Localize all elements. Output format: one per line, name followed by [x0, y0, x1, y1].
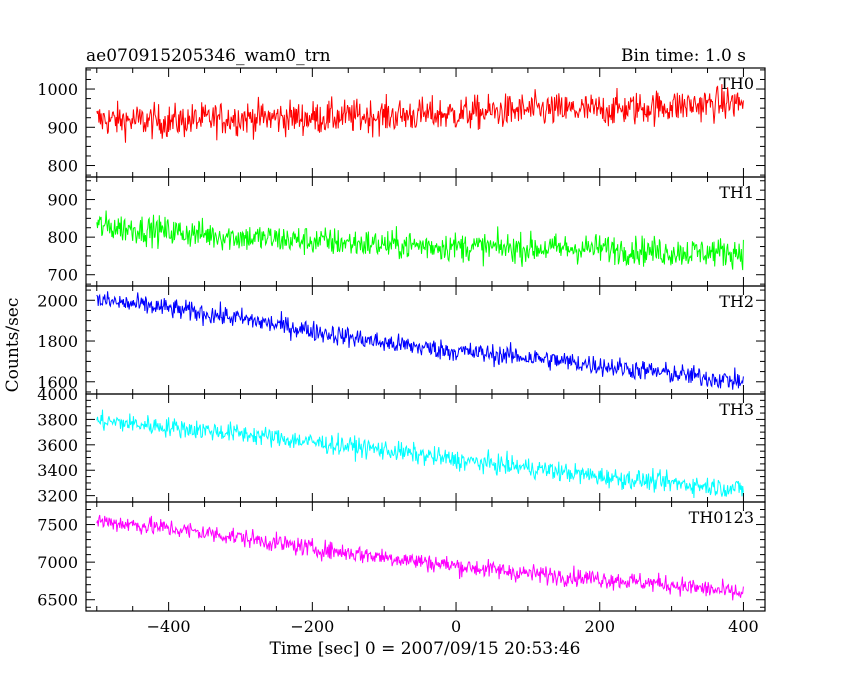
panel-frame	[85, 176, 766, 287]
x-tick-label: 400	[728, 617, 759, 636]
y-tick-label: 700	[47, 266, 78, 285]
x-tick-label: −200	[290, 617, 334, 636]
y-tick-label: 7000	[37, 553, 78, 572]
observation-id-title: ae070915205346_wam0_trn	[86, 46, 331, 66]
y-tick-label: 800	[47, 228, 78, 247]
panel-frame	[85, 501, 766, 612]
y-tick-label: 1000	[37, 80, 78, 99]
panel-th1: 700 800 900 TH1	[47, 176, 766, 287]
x-tick-label: 200	[584, 617, 615, 636]
y-axis-label: Counts/sec	[3, 298, 23, 393]
series-line-th0123	[96, 514, 744, 601]
series-label: TH3	[719, 400, 754, 419]
series-label: TH0123	[689, 508, 754, 527]
y-tick-label: 4000	[37, 385, 78, 404]
bin-time-label: Bin time: 1.0 s	[621, 46, 746, 66]
x-axis-label: Time [sec] 0 = 2007/09/15 20:53:46	[270, 639, 581, 659]
y-tick-label: 900	[47, 118, 78, 137]
panel-th0: 800 900 1000 TH0	[37, 67, 766, 178]
series-line-th2	[96, 291, 744, 390]
y-tick-label: 7500	[37, 516, 78, 535]
y-tick-label: 1800	[37, 332, 78, 351]
panel-th3: 3200 3400 3600 3800 4000 TH3	[37, 385, 766, 506]
x-tick-label: −400	[147, 617, 191, 636]
y-tick-label: 3800	[37, 410, 78, 429]
y-tick-label: 800	[47, 157, 78, 176]
y-tick-label: 3600	[37, 436, 78, 455]
y-tick-label: 1600	[37, 373, 78, 392]
panel-th0123: 6500 7000 7500 TH0123 −400 −200 0 200 400	[37, 501, 766, 636]
x-tick-label: 0	[451, 617, 461, 636]
series-line-th0	[96, 84, 744, 143]
series-line-th3	[96, 409, 744, 499]
series-label: TH0	[719, 74, 754, 93]
y-tick-label: 6500	[37, 591, 78, 610]
series-label: TH2	[719, 292, 754, 311]
series-label: TH1	[719, 183, 754, 202]
panel-frame	[85, 285, 766, 395]
panel-th2: 1600 1800 2000 TH2	[37, 285, 766, 395]
series-line-th1	[96, 210, 744, 271]
panel-frame	[85, 393, 766, 503]
y-tick-label: 2000	[37, 291, 78, 310]
y-tick-label: 3400	[37, 461, 78, 480]
y-tick-label: 3200	[37, 487, 78, 506]
y-tick-label: 900	[47, 191, 78, 210]
